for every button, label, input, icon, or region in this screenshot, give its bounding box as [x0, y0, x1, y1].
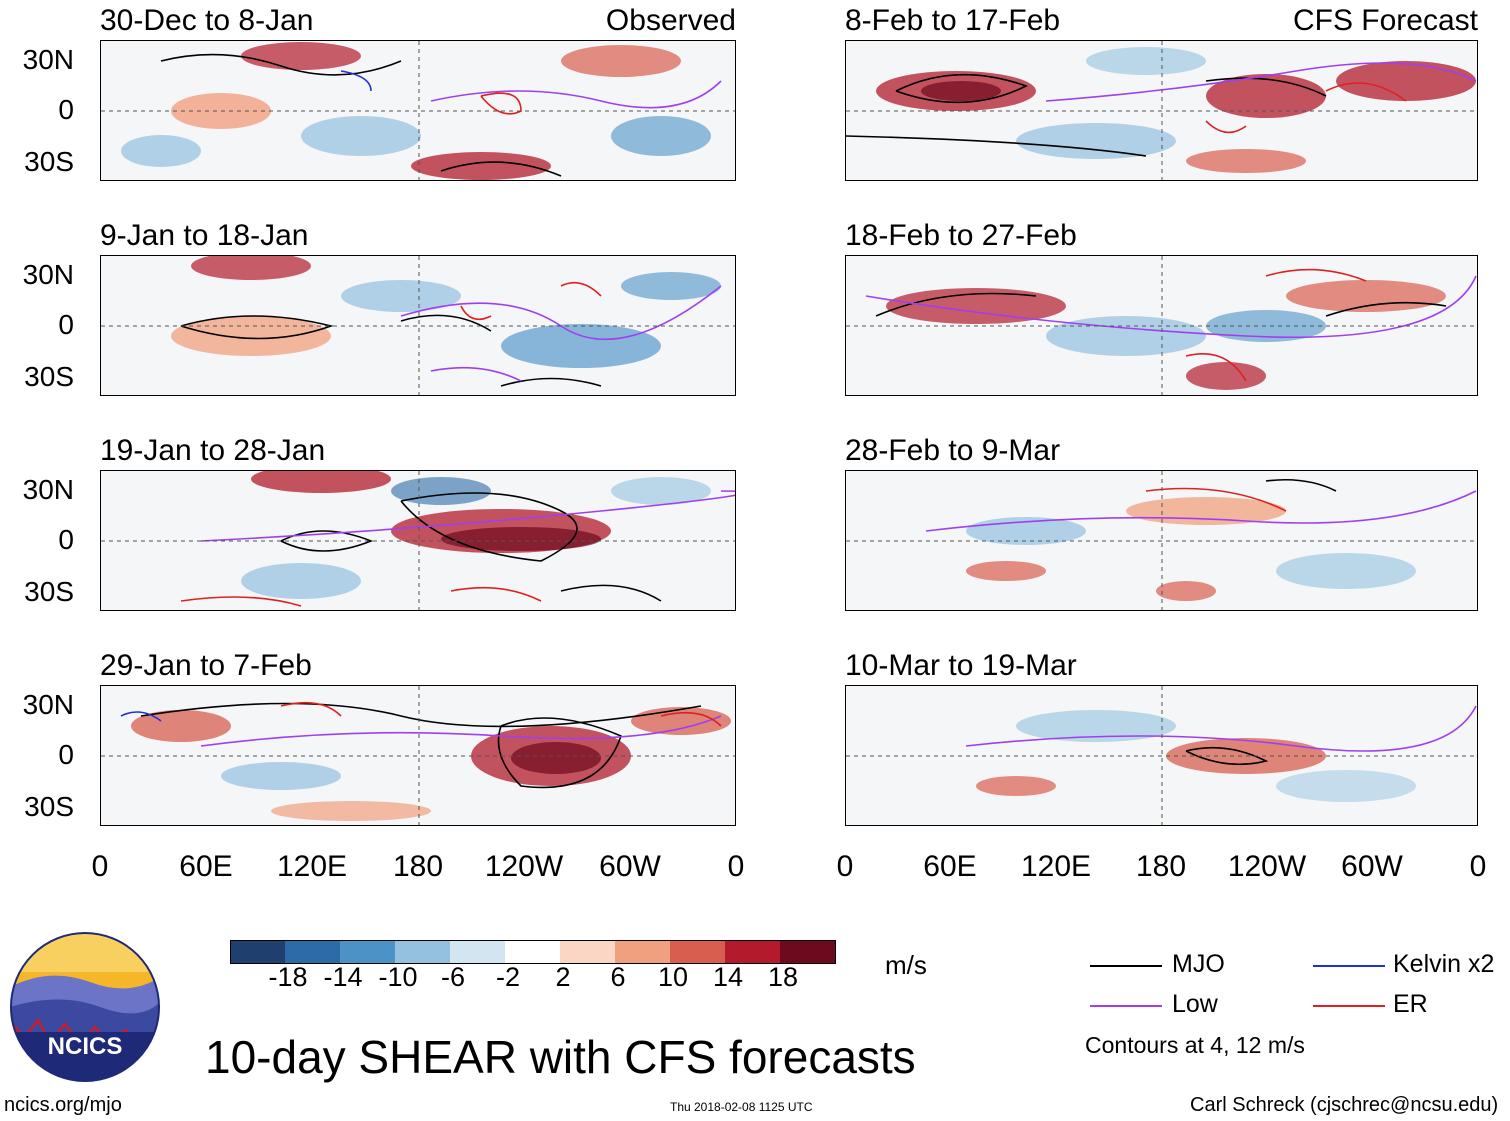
- lon-label: 120W: [1227, 850, 1307, 883]
- panel-period: 29-Jan to 7-Feb: [100, 649, 312, 682]
- panel-source: Observed: [605, 4, 736, 37]
- lat-label: 30S: [24, 146, 74, 177]
- panel-period: 10-Mar to 19-Mar: [845, 649, 1077, 682]
- legend-label-low: Low: [1172, 990, 1218, 1018]
- legend-line-low: [1090, 1005, 1162, 1007]
- shear-map: [100, 685, 736, 826]
- colorbar-swatch: [450, 940, 506, 964]
- lon-label: 60W: [599, 850, 661, 883]
- shear-map: [845, 40, 1478, 181]
- legend-label-kelvin: Kelvin x2: [1393, 950, 1495, 978]
- colorbar-tick: -2: [495, 962, 520, 992]
- lat-label: 30N: [22, 474, 74, 505]
- colorbar-swatch: [395, 940, 451, 964]
- colorbar-tick: -10: [378, 962, 418, 992]
- lon-label: 0: [836, 850, 854, 883]
- panel-period: 9-Jan to 18-Jan: [100, 219, 309, 252]
- shear-map: [100, 255, 736, 396]
- colorbar-units: m/s: [885, 950, 927, 980]
- lat-label: 0: [58, 309, 74, 340]
- footer-timestamp: Thu 2018-02-08 1125 UTC: [670, 1100, 813, 1114]
- colorbar-swatch: [340, 940, 396, 964]
- colorbar-tick: 14: [712, 962, 744, 992]
- shear-map: [845, 470, 1478, 611]
- footer-author: Carl Schreck (cjschrec@ncsu.edu): [1190, 1094, 1499, 1116]
- colorbar-tick: 18: [767, 962, 799, 992]
- colorbar-tick: -14: [323, 962, 363, 992]
- colorbar-tick: 10: [657, 962, 689, 992]
- lat-label: 0: [58, 739, 74, 770]
- lon-label: 180: [1135, 850, 1187, 883]
- lon-label: 60W: [1341, 850, 1403, 883]
- colorbar-tick: 6: [610, 962, 626, 992]
- colorbar-swatch: [725, 940, 781, 964]
- colorbar-swatch: [505, 940, 561, 964]
- lon-label: 60E: [923, 850, 977, 883]
- legend-line-kelvin: [1313, 965, 1385, 967]
- colorbar-tick: 2: [555, 962, 571, 992]
- logo-text: NCICS: [48, 1033, 123, 1060]
- legend-label-er: ER: [1393, 990, 1428, 1018]
- legend-line-er: [1313, 1005, 1385, 1007]
- lat-label: 30S: [24, 576, 74, 607]
- lat-label: 0: [58, 524, 74, 555]
- legend-label-mjo: MJO: [1172, 950, 1225, 978]
- legend-note: Contours at 4, 12 m/s: [1085, 1032, 1305, 1058]
- colorbar-swatch: [230, 940, 287, 964]
- shear-map: [845, 685, 1478, 826]
- shear-map: [100, 40, 736, 181]
- colorbar-swatch: [285, 940, 341, 964]
- panel-source: CFS Forecast: [1292, 4, 1478, 37]
- legend-line-mjo: [1090, 965, 1162, 967]
- lat-label: 30N: [22, 259, 74, 290]
- lat-label: 30N: [22, 44, 74, 75]
- colorbar-swatch: [560, 940, 616, 964]
- lat-label: 30N: [22, 689, 74, 720]
- lon-label: 60E: [179, 850, 233, 883]
- lon-label: 120E: [1020, 850, 1092, 883]
- shear-map: [845, 255, 1478, 396]
- colorbar-tick: -18: [268, 962, 308, 992]
- figure-title: 10-day SHEAR with CFS forecasts: [205, 1031, 916, 1083]
- lat-label: 30S: [24, 791, 74, 822]
- panel-period: 18-Feb to 27-Feb: [845, 219, 1077, 252]
- lat-label: 0: [58, 94, 74, 125]
- shear-map: [100, 470, 736, 611]
- panel-period: 28-Feb to 9-Mar: [845, 434, 1061, 467]
- lon-label: 0: [1469, 850, 1487, 883]
- colorbar-swatch: [670, 940, 726, 964]
- lat-label: 30S: [24, 361, 74, 392]
- panel-period: 30-Dec to 8-Jan: [100, 4, 314, 37]
- lon-label: 120W: [484, 850, 564, 883]
- colorbar-swatch: [780, 940, 836, 964]
- ncics-logo: NCICS: [10, 932, 160, 1082]
- panel-period: 8-Feb to 17-Feb: [845, 4, 1061, 37]
- lon-label: 120E: [276, 850, 348, 883]
- colorbar-swatch: [615, 940, 671, 964]
- lon-label: 0: [727, 850, 745, 883]
- lon-label: 180: [392, 850, 444, 883]
- footer-url: ncics.org/mjo: [4, 1094, 122, 1116]
- colorbar-tick: -6: [440, 962, 465, 992]
- panel-period: 19-Jan to 28-Jan: [100, 434, 326, 467]
- lon-label: 0: [91, 850, 109, 883]
